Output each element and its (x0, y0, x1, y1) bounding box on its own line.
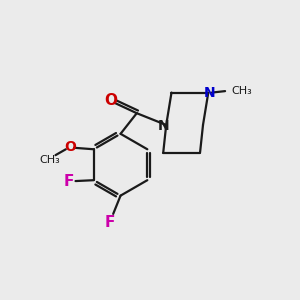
Text: N: N (158, 118, 170, 133)
Text: F: F (104, 215, 115, 230)
Text: O: O (64, 140, 76, 154)
Text: N: N (204, 85, 216, 100)
Text: CH₃: CH₃ (232, 86, 253, 96)
Text: CH₃: CH₃ (39, 155, 60, 166)
Text: O: O (105, 93, 118, 108)
Text: F: F (64, 174, 74, 189)
